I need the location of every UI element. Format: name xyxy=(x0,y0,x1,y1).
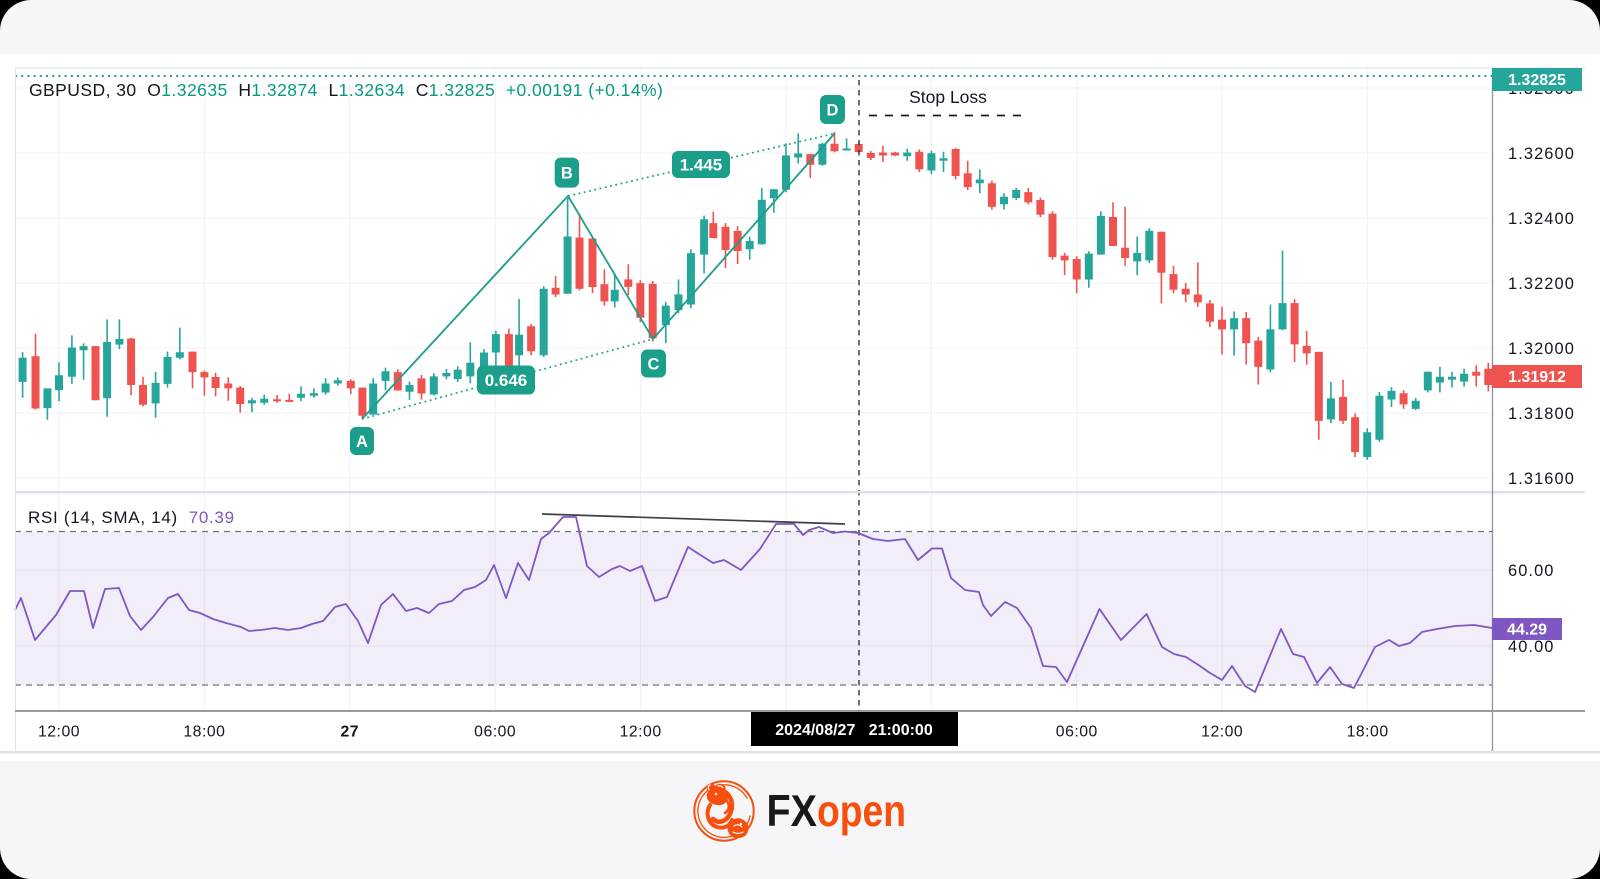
svg-text:1.31912: 1.31912 xyxy=(1508,369,1566,386)
svg-text:B: B xyxy=(561,164,573,182)
svg-text:40.00: 40.00 xyxy=(1508,638,1555,656)
svg-text:1.32400: 1.32400 xyxy=(1508,210,1575,228)
svg-text:D: D xyxy=(827,101,839,119)
svg-text:06:00: 06:00 xyxy=(1056,724,1098,741)
svg-text:12:00: 12:00 xyxy=(620,724,662,741)
svg-text:12:00: 12:00 xyxy=(38,724,80,741)
svg-text:1.32200: 1.32200 xyxy=(1508,275,1575,293)
svg-text:18:00: 18:00 xyxy=(1347,724,1389,741)
svg-text:12:00: 12:00 xyxy=(1201,724,1243,741)
svg-text:Stop Loss: Stop Loss xyxy=(909,87,987,107)
svg-text:27: 27 xyxy=(341,724,360,741)
svg-text:1.31800: 1.31800 xyxy=(1508,405,1575,423)
svg-text:open: open xyxy=(817,787,906,836)
svg-text:1.32825: 1.32825 xyxy=(1508,72,1566,89)
svg-text:A: A xyxy=(356,433,368,451)
svg-text:FX: FX xyxy=(767,787,818,836)
svg-text:RSI (14, SMA, 14) 70.39: RSI (14, SMA, 14) 70.39 xyxy=(28,508,235,527)
svg-text:18:00: 18:00 xyxy=(183,724,225,741)
svg-text:C: C xyxy=(648,355,660,373)
svg-text:1.31600: 1.31600 xyxy=(1508,470,1575,488)
svg-text:0.646: 0.646 xyxy=(485,371,528,390)
svg-text:GBPUSD, 30 O1.32635 H1.32874: GBPUSD, 30 O1.32635 H1.32874 L1.32634 C1… xyxy=(29,80,663,100)
svg-text:1.32000: 1.32000 xyxy=(1508,340,1575,358)
svg-text:60.00: 60.00 xyxy=(1508,562,1555,580)
svg-text:44.29: 44.29 xyxy=(1507,622,1547,639)
svg-text:1.32600: 1.32600 xyxy=(1508,145,1575,163)
svg-text:2024/08/27 21:00:00: 2024/08/27 21:00:00 xyxy=(775,722,933,739)
svg-text:06:00: 06:00 xyxy=(474,724,516,741)
svg-text:1.445: 1.445 xyxy=(680,155,723,174)
